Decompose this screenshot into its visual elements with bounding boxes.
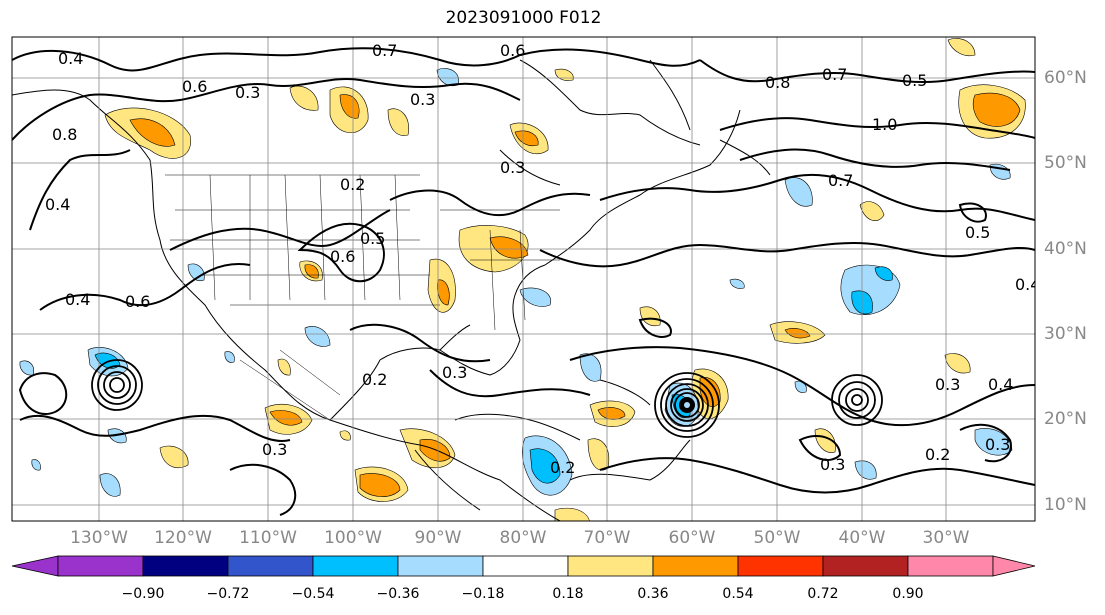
- contour-label: 0.4: [1015, 275, 1040, 294]
- lat-label: 10°N: [1044, 495, 1087, 515]
- lon-label: 80°W: [499, 528, 547, 548]
- contour-label: 0.2: [550, 458, 575, 477]
- contour-label: 0.7: [828, 171, 853, 190]
- colorbar-tick-label: 0.36: [637, 586, 669, 602]
- contour-label: 0.2: [925, 445, 950, 464]
- colorbar-bin: [482, 555, 569, 577]
- colorbar-bin: [312, 555, 399, 577]
- colorbar-bin: [652, 555, 739, 577]
- contour-label: 0.5: [965, 223, 990, 242]
- lon-label: 70°W: [583, 528, 631, 548]
- colorbar-extend-low: [11, 555, 59, 577]
- contour-label: 0.6: [330, 247, 355, 266]
- state-borders: [165, 174, 560, 421]
- contour-lines: [12, 47, 1035, 516]
- lon-label: 30°W: [922, 528, 970, 548]
- contour-label: 0.5: [902, 71, 927, 90]
- colorbar-tick-label: −0.72: [206, 586, 250, 602]
- contour-label: 0.2: [340, 175, 365, 194]
- lat-label: 50°N: [1044, 153, 1087, 173]
- contour-label: 0.3: [935, 375, 960, 394]
- lat-label: 60°N: [1044, 68, 1087, 88]
- contour-label: 1.0: [872, 115, 897, 134]
- contour-label: 0.3: [262, 440, 287, 459]
- contour-label: 0.3: [500, 158, 525, 177]
- colorbar-tick-label: 0.18: [552, 586, 584, 602]
- contour-label: 0.6: [182, 77, 207, 96]
- contour-label: 0.4: [45, 195, 70, 214]
- colorbar-bin: [397, 555, 484, 577]
- coastlines: [12, 59, 771, 521]
- lon-label: 40°W: [838, 528, 886, 548]
- lon-label: 130°W: [70, 528, 128, 548]
- colorbar-tick-label: 0.72: [807, 586, 839, 602]
- colorbar: [11, 555, 1036, 577]
- contour-label: 0.7: [372, 41, 397, 60]
- contour-label-group: 0.4 0.7 0.6 0.6 0.3 0.8 0.8 0.7 0.5 1.0 …: [45, 41, 1040, 477]
- positive-shading: [104, 38, 1026, 521]
- colorbar-bin: [57, 555, 144, 577]
- colorbar-tick-label: −0.54: [291, 586, 335, 602]
- contour-label: 0.4: [988, 375, 1013, 394]
- colorbar-tick-label: 0.54: [722, 586, 754, 602]
- map-frame: [11, 36, 1036, 522]
- colorbar-bin: [822, 555, 909, 577]
- contour-label: 0.8: [765, 73, 790, 92]
- colorbar-bin: [567, 555, 654, 577]
- contour-label: 0.6: [500, 41, 525, 60]
- colorbar-tick-label: −0.36: [376, 586, 420, 602]
- contour-label: 0.4: [58, 49, 83, 68]
- lon-label: 100°W: [324, 528, 382, 548]
- lat-label: 30°N: [1044, 324, 1087, 344]
- lon-label: 120°W: [154, 528, 212, 548]
- colorbar-tick-label: 0.90: [892, 586, 924, 602]
- contour-label: 0.3: [410, 90, 435, 109]
- colorbar-bin: [142, 555, 229, 577]
- contour-label: 0.2: [362, 370, 387, 389]
- gridlines: [12, 37, 1035, 521]
- contour-label: 0.5: [360, 229, 385, 248]
- contour-label: 0.3: [235, 83, 260, 102]
- lon-label: 110°W: [239, 528, 297, 548]
- lat-label: 20°N: [1044, 409, 1087, 429]
- colorbar-bin: [227, 555, 314, 577]
- colorbar-bin: [907, 555, 994, 577]
- cyclone-contours: [91, 359, 883, 438]
- contour-label: 0.6: [125, 292, 150, 311]
- contour-label: 0.7: [822, 65, 847, 84]
- hurricane-eye: [684, 402, 690, 408]
- contour-label: 0.3: [442, 363, 467, 382]
- colorbar-extend-high: [992, 555, 1036, 577]
- contour-label: 0.3: [985, 435, 1010, 454]
- contour-label: 0.4: [65, 290, 90, 309]
- contour-label: 0.3: [820, 455, 845, 474]
- colorbar-tick-label: −0.90: [121, 586, 165, 602]
- contour-label: 0.8: [52, 125, 77, 144]
- colorbar-tick-label: −0.18: [461, 586, 505, 602]
- lon-label: 50°W: [753, 528, 801, 548]
- lon-label: 60°W: [668, 528, 716, 548]
- map-title: 2023091000 F012: [445, 8, 602, 28]
- colorbar-bin: [737, 555, 824, 577]
- lat-label: 40°N: [1044, 239, 1087, 259]
- lon-label: 90°W: [414, 528, 462, 548]
